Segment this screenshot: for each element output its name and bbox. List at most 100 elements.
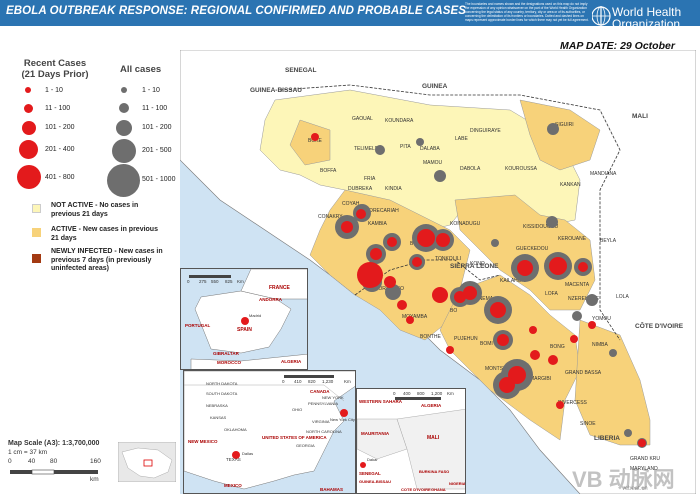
- district-label: DALABA: [420, 146, 440, 152]
- label-liberia: LIBERIA: [594, 435, 620, 442]
- inset-label: MOROCCO: [217, 360, 241, 365]
- who-logo: [592, 6, 611, 26]
- inset-spain-tick: 275: [199, 279, 207, 284]
- district-label: MAMOU: [423, 160, 443, 166]
- district-label: FORECARIAH: [366, 208, 399, 214]
- district-label: DINGUIRAYE: [470, 128, 501, 134]
- district-label: DUBREKA: [348, 186, 373, 192]
- inset-africa-tick: 0: [393, 391, 396, 396]
- inset-usa-tick: 0: [282, 379, 285, 384]
- district-label: NIMBA: [592, 342, 609, 348]
- district-label: LOLA: [616, 294, 629, 300]
- label-senegal: SENEGAL: [285, 67, 316, 74]
- inset-africa: 0 400 800 1,200 Km WESTERN SAHARA ALGERI…: [356, 388, 466, 494]
- inset-label: GUINEA-BISSAU: [359, 479, 391, 484]
- district-label: CONAKRY: [318, 214, 343, 220]
- district-label: BOFFA: [320, 168, 337, 174]
- inset-spain-tick: 825: [225, 279, 233, 284]
- legend-recent-label-4: 201 - 400: [45, 146, 75, 153]
- legend-recent-dot-3: [22, 121, 36, 135]
- legend-label-newly-infected: NEWLY INFECTED - New cases in previous 7…: [51, 248, 163, 272]
- legend-all-label-5: 501 - 1000: [142, 176, 176, 183]
- district-label: KISSIDOUGOU: [523, 224, 559, 230]
- district-label: KAILAHUN: [500, 278, 525, 284]
- watermark-logo: VB 动脉网: [572, 467, 675, 492]
- legend-recent-dot-1: [25, 87, 31, 93]
- district-label: PITA: [400, 144, 411, 150]
- inset-label: FRANCE: [269, 285, 290, 291]
- district-label: KAMBIA: [368, 221, 388, 227]
- inset-label: NORTH CAROLINA: [306, 429, 342, 434]
- scale-tick-0: 0: [8, 458, 12, 465]
- label-guinea: GUINEA: [422, 83, 448, 90]
- district-label: NZEREKORE: [568, 296, 600, 302]
- district-label: BOKE: [308, 138, 323, 144]
- legend-all-label-1: 1 - 10: [142, 87, 160, 94]
- legend-recent-label-5: 401 - 800: [45, 174, 75, 181]
- district-label: FRIA: [364, 176, 376, 182]
- legend-all-title: All cases: [120, 64, 162, 75]
- legend-all-label-2: 11 - 100: [142, 105, 168, 112]
- scale-tick-80: 80: [50, 458, 58, 465]
- district-label: YOMOU: [592, 316, 611, 322]
- district-label: BONG: [550, 344, 565, 350]
- disclaimer-text: The boundaries and names shown and the d…: [465, 2, 589, 22]
- legend-recent-title: Recent Cases (21 Days Prior): [21, 58, 89, 80]
- district-label: MARYLAND: [630, 466, 658, 472]
- inset-label: GHANA: [431, 487, 446, 492]
- inset-label: NEW YORK: [322, 395, 344, 400]
- district-label: BONTHE: [420, 334, 442, 340]
- district-label: KOINADUGU: [450, 221, 481, 227]
- district-label: BEYLA: [600, 238, 617, 244]
- inset-label: BAHAMAS: [320, 487, 343, 492]
- inset-label: Dallas: [242, 451, 253, 456]
- district-label: KOUNDARA: [385, 118, 414, 124]
- inset-label: ALGERIA: [421, 403, 442, 408]
- inset-label: ANDORRA: [259, 297, 283, 302]
- inset-label: Madrid: [249, 313, 261, 318]
- district-label: KEROUANE: [558, 236, 587, 242]
- legend-swatch-active: [32, 228, 41, 237]
- label-sierra-leone: SIERRA LEONE: [450, 263, 499, 270]
- legend-panel: Recent Cases (21 Days Prior) All cases 1…: [0, 50, 178, 400]
- inset-label: PENNSYLVANIA: [308, 401, 338, 406]
- district-label: MOYAMBA: [402, 314, 428, 320]
- label-cote-divoire: CÔTE D'IVOIRE: [635, 321, 684, 330]
- legend-all-dot-2: [119, 103, 129, 113]
- inset-label: Dakar: [367, 457, 378, 462]
- legend-swatch-not-active: [32, 204, 41, 213]
- district-label: GUECKEDOU: [516, 246, 549, 252]
- district-label: KENEMA: [472, 296, 494, 302]
- district-label: SINOE: [580, 421, 596, 427]
- legend-swatch-newly-infected: [32, 254, 41, 263]
- inset-usa-tick: 820: [308, 379, 316, 384]
- scale-bar: [10, 469, 98, 475]
- inset-label: ALGERIA: [281, 359, 302, 364]
- district-label: MACENTA: [565, 282, 590, 288]
- inset-africa-tick: 400: [403, 391, 411, 396]
- legend-all-label-4: 201 - 500: [142, 147, 172, 154]
- inset-usa-unit: Km: [344, 379, 351, 384]
- inset-label: MAURITANIA: [361, 431, 390, 436]
- legend-recent-label-1: 1 - 10: [45, 87, 63, 94]
- inset-label: OHIO: [292, 407, 302, 412]
- legend-recent-dot-2: [24, 104, 33, 113]
- district-label: KOUROUSSA: [505, 166, 538, 172]
- legend-all-dot-4: [112, 139, 136, 163]
- district-label: DABOLA: [460, 166, 481, 172]
- district-label: MARGIBI: [530, 376, 551, 382]
- who-org-name: World Health Organization: [612, 5, 682, 31]
- inset-label: COTE D'IVOIRE: [401, 487, 431, 492]
- legend-all-dot-5: [107, 164, 140, 197]
- district-label: BO: [450, 308, 457, 314]
- district-label: KANKAN: [560, 182, 581, 188]
- label-guinea-bissau: GUINEA-BISSAU: [250, 87, 302, 94]
- scale-subtitle: 1 cm = 37 km: [8, 449, 48, 456]
- recent-cases-circles: [311, 133, 646, 447]
- district-label: GRAND BASSA: [565, 370, 602, 376]
- inset-africa-tick: 800: [417, 391, 425, 396]
- map-title: EBOLA OUTBREAK RESPONSE: REGIONAL CONFIR…: [6, 5, 467, 17]
- watermark-url: vcbeat.cn: [622, 486, 648, 492]
- inset-label: NEW MEXICO: [188, 439, 218, 444]
- overview-locator-map: [118, 442, 176, 482]
